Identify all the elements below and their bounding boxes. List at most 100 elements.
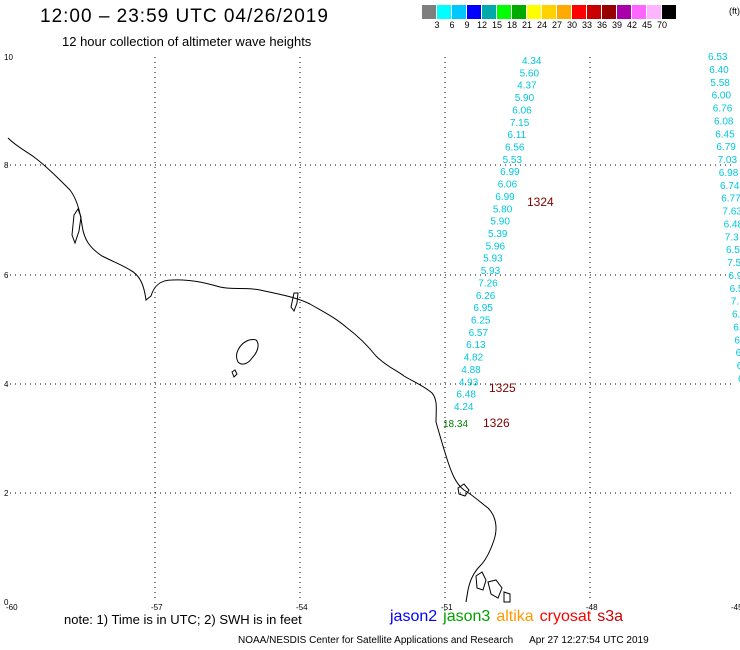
wave-height-label: 7.15 [510,118,530,129]
legend-swatch [422,5,437,19]
island-outline [231,369,238,378]
legend-swatch [662,5,677,19]
wave-height-label: 4.93 [459,377,479,388]
legend-tick-label: 3 [434,20,440,30]
coastline-path [290,292,299,313]
wave-height-label: 6.74 [720,181,740,192]
map-subtitle: 12 hour collection of altimeter wave hei… [62,34,312,49]
wave-height-label: 4.24 [454,402,474,413]
wave-height-label: 6.06 [512,105,532,116]
wave-height-label: 5.93 [481,266,501,277]
island-outline [475,571,487,591]
x-tick-label: -57 [151,603,163,612]
altimeter-track-right: 6.53 6.40 5.58 6.00 6.766.08 6.45 6.79 7.03 6.98… [708,52,740,385]
coastline [7,137,511,603]
legend-swatch [647,5,662,19]
color-legend: 3 6 9 12 15 18 21 24 27 30 33 36 39 42 45 70 (ft) [422,5,740,31]
legend-unit: (ft) [729,6,740,16]
legend-tick-label: 9 [464,20,470,30]
legend-tick-label: 6 [449,20,455,30]
y-tick-label: 8 [4,161,9,170]
wave-height-label: 7.5 [727,258,740,269]
island-outline [503,591,511,603]
legend-swatch [452,5,467,19]
wave-height-label: 6.57 [469,328,489,339]
wave-height-label: 6. [733,322,740,333]
wave-height-label: 7.3 [725,232,739,243]
legend-swatch [617,5,632,19]
wave-height-label: 6 [738,374,740,385]
note-text: note: 1) Time is in UTC; 2) SWH is in fe… [64,612,302,627]
legend-swatch [482,5,497,19]
legend-tick-label: 70 [656,20,668,30]
satellite-jason3: jason3 [443,608,491,625]
wave-height-label: 6.76 [713,104,733,115]
legend-swatch [602,5,617,19]
legend-swatch [512,5,527,19]
legend-swatch [467,5,482,19]
coastline-path [7,137,497,603]
satellite-s3a: s3a [597,608,624,625]
satellite-altika: altika [496,608,534,625]
legend-tick-label: 33 [581,20,593,30]
wave-height-label: 6.9 [728,271,740,282]
satellite-jason2: jason2 [390,608,438,625]
wave-height-label: 6.45 [715,129,735,140]
wave-height-label: 6.79 [716,142,736,153]
x-tick-label: -54 [296,603,308,612]
legend-swatch [497,5,512,19]
y-tick-label: 10 [4,53,13,62]
orbit-labels: 1324 1325 1326 [483,195,554,430]
wave-height-label: 6.95 [473,303,493,314]
wave-height-label: 7.26 [478,278,498,289]
x-tick-label: -45 [731,603,740,612]
y-tick-label: 6 [4,271,9,280]
wave-height-label: 7.03 [718,155,738,166]
orbit-number-label: 1326 [483,416,510,430]
footer-org: NOAA/NESDIS Center for Satellite Applica… [238,635,514,646]
footer-timestamp: Apr 27 12:27:54 UTC 2019 [529,635,649,646]
wave-height-label: 6.98 [719,168,739,179]
satellite-cryosat: cryosat [539,608,592,625]
map-grid [10,57,735,602]
legend-swatch [437,5,452,19]
wave-height-label: 6.26 [476,291,496,302]
satellite-legend: jason2 jason3 altika cryosat s3a [390,608,629,626]
x-tick-label: -60 [6,603,18,612]
wave-height-label: 4.34 [522,56,542,67]
wave-height-label: 6.25 [471,316,491,327]
legend-swatches [422,5,677,19]
wave-height-label: 4.88 [461,365,481,376]
island-outline [457,483,470,497]
y-tick-label: 2 [4,489,9,498]
wave-height-label: 6 [737,361,740,372]
legend-swatch [527,5,542,19]
legend-tick-label: 45 [641,20,653,30]
legend-tick-label: 39 [611,20,623,30]
wave-height-label: 7. [731,297,739,308]
legend-tick-label: 24 [536,20,548,30]
legend-tick-label: 30 [566,20,578,30]
wave-height-label: 6.48 [724,219,740,230]
map-title: 12:00 – 23:59 UTC 04/26/2019 [40,6,329,27]
coastline-path [71,207,82,245]
legend-tick-label: 21 [521,20,533,30]
wave-height-label: 6.77 [721,194,740,205]
wave-height-label: 6.48 [456,390,476,401]
wave-height-label: 6 [736,348,740,359]
footer: NOAA/NESDIS Center for Satellite Applica… [238,635,649,646]
legend-swatch [572,5,587,19]
legend-tick-label: 15 [491,20,503,30]
legend-swatch [542,5,557,19]
wave-height-label: 5.58 [710,78,730,89]
legend-swatch [587,5,602,19]
orbit-number-label: 1325 [489,381,516,395]
wave-height-label: 6.99 [500,167,520,178]
wave-height-label: 4.37 [517,81,537,92]
wave-height-label: 5.96 [486,241,506,252]
wave-height-label: 6.56 [505,143,525,154]
wave-height-label: 6.11 [507,130,526,141]
y-tick-label: 4 [4,380,9,389]
wave-height-label: 6.5 [730,284,740,295]
wave-height-label: 5.60 [520,68,540,79]
